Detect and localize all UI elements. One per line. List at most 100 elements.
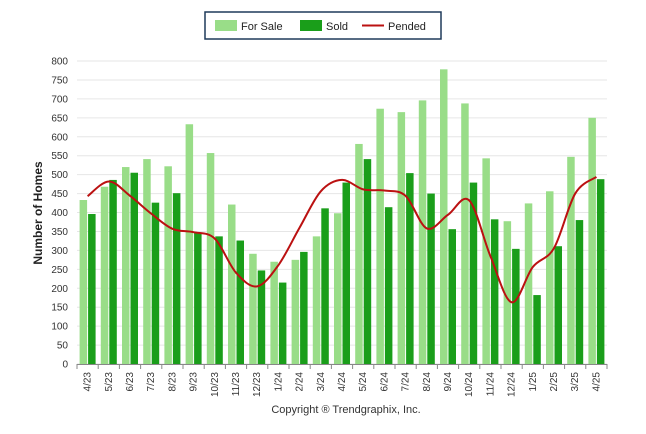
bar-sold [342,182,350,364]
x-tick-label: 9/23 [189,372,200,392]
y-tick-label: 600 [51,132,68,143]
y-axis-label: Number of Homes [31,161,45,265]
bar-for-sale [249,253,257,364]
bar-sold [88,214,96,364]
y-tick-label: 200 [51,284,68,295]
legend-swatch-for-sale [215,20,237,31]
bar-for-sale [588,117,596,364]
bar-sold [469,182,478,364]
bar-for-sale [228,204,236,364]
bar-sold [406,173,414,364]
x-tick-label: 3/24 [316,372,327,392]
bar-for-sale [291,259,300,364]
x-tick-label: 6/23 [125,372,136,392]
bar-sold [172,193,181,364]
bar-for-sale [503,221,512,364]
bar-for-sale [546,191,554,364]
bar-sold [554,246,562,364]
bar-sold [278,282,287,364]
y-tick-label: 150 [51,303,68,314]
bar-sold [533,295,541,364]
x-tick-label: 12/24 [507,372,518,397]
bar-for-sale [206,153,215,364]
bar-sold [300,251,308,364]
bar-sold [130,172,138,364]
bar-sold [236,240,244,364]
y-tick-label: 500 [51,170,68,181]
y-axis-ticks: 0 50 100 150 200 250 300 350 400 450 500 550 600 650 7… [51,57,68,371]
legend-swatch-sold [300,20,322,31]
bar-sold [448,229,456,364]
x-tick-label: 2/24 [295,372,306,392]
copyright: Copyright ® Trendgraphix, Inc. [271,404,420,416]
bars [79,69,605,365]
x-tick-label: 11/23 [231,372,242,397]
bar-sold [215,236,223,364]
legend-label-sold: Sold [326,21,348,33]
x-tick-label: 7/24 [401,372,412,392]
bar-sold [194,232,202,364]
x-tick-label: 8/24 [422,372,433,392]
bar-for-sale [100,186,109,364]
y-tick-label: 700 [51,94,68,105]
y-tick-label: 50 [57,341,69,352]
pended-line [86,176,598,304]
y-tick-label: 550 [51,151,68,162]
x-tick-label: 4/24 [337,372,348,392]
x-tick-label: 5/23 [104,372,115,392]
x-tick-label: 4/25 [591,372,602,392]
bar-sold [490,219,499,364]
x-tick-label: 8/23 [167,372,178,392]
bar-sold [512,248,520,364]
bar-for-sale [524,203,533,364]
bar-for-sale [461,103,469,365]
bar-sold [257,270,266,364]
bar-for-sale [440,69,448,365]
x-tick-label: 10/24 [464,372,475,397]
y-tick-label: 0 [62,360,68,371]
x-tick-label: 11/24 [485,372,496,397]
bar-sold [151,202,160,364]
x-tick-label: 1/24 [273,372,284,392]
y-tick-label: 650 [51,113,68,124]
y-tick-label: 400 [51,208,68,219]
bar-sold [427,193,435,364]
bar-for-sale [376,108,384,364]
legend: For Sale Sold Pended [204,11,442,40]
y-tick-label: 750 [51,75,68,86]
legend-label-pended: Pended [388,21,426,33]
x-tick-label: 10/23 [210,372,221,397]
x-tick-label: 12/23 [252,372,263,397]
x-tick-label: 1/25 [528,372,539,392]
x-tick-label: 7/23 [146,372,157,392]
bar-for-sale [418,100,427,364]
y-tick-label: 350 [51,227,68,238]
legend-label-for-sale: For Sale [241,21,283,33]
bar-for-sale [164,166,172,364]
bar-for-sale [143,159,151,364]
bar-for-sale [270,261,278,364]
bar-sold [596,179,605,364]
bar-for-sale [482,158,490,364]
y-tick-label: 800 [51,57,68,68]
bar-for-sale [355,143,363,364]
bar-sold [109,179,117,364]
bar-for-sale [122,167,130,364]
bar-sold [363,159,372,364]
y-tick-label: 300 [51,246,68,257]
bar-for-sale [397,112,406,364]
x-tick-label: 6/24 [379,372,390,392]
x-tick-label: 5/24 [358,372,369,392]
bar-for-sale [334,213,342,364]
bar-for-sale [79,200,88,364]
x-tick-label: 3/25 [570,372,581,392]
bar-for-sale [185,124,194,364]
bar-sold [575,220,584,364]
y-tick-label: 250 [51,265,68,276]
bar-sold [321,208,329,364]
x-tick-label: 4/23 [83,372,94,392]
x-tick-label: 9/24 [443,372,454,392]
y-tick-label: 450 [51,189,68,200]
x-axis-ticks: 4/23 5/23 6/23 7/23 8/23 9/23 10/23 11/23 12/23 1… [76,364,608,397]
